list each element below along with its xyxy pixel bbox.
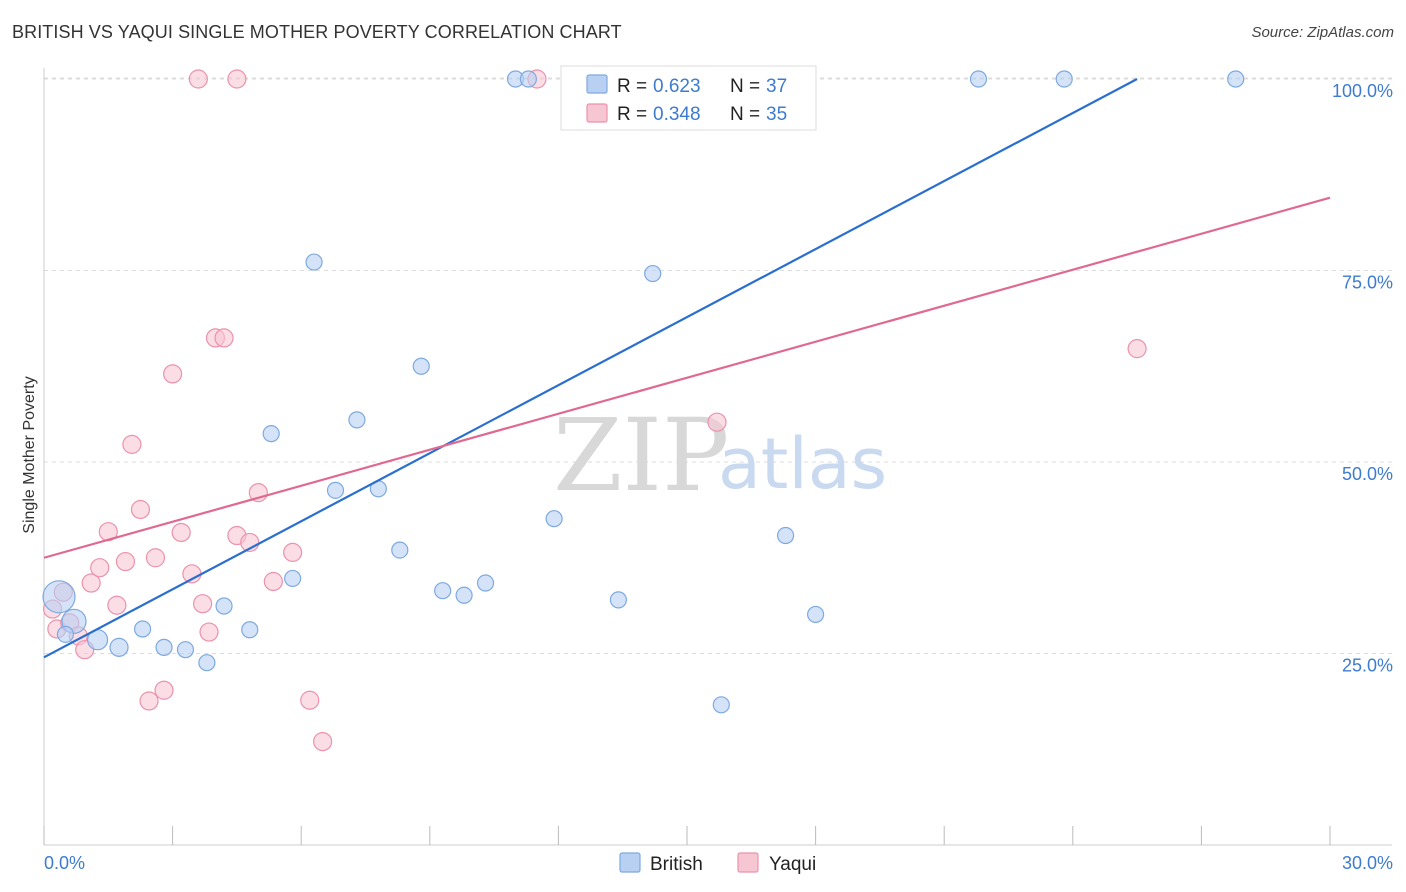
yaqui-point <box>107 595 127 615</box>
bottom-legend-yaqui-label: Yaqui <box>769 854 816 875</box>
yaqui-point <box>90 558 110 578</box>
y-tick-label: 25.0% <box>1342 656 1393 676</box>
yaqui-point <box>300 690 320 710</box>
legend-british-n-value: 37 <box>766 76 787 97</box>
british-point <box>412 357 430 375</box>
yaqui-point <box>154 680 174 700</box>
yaqui-point <box>1127 339 1147 359</box>
bottom-legend-british-label: British <box>650 854 703 875</box>
source-label: Source: ZipAtlas.com <box>1251 24 1394 41</box>
yaqui-point <box>163 364 183 384</box>
british-point <box>326 481 345 499</box>
tick-labels: 25.0% 50.0% 75.0% 100.0% 0.0% 30.0% <box>44 81 1393 873</box>
british-point <box>519 70 537 88</box>
x-tick-label-min: 0.0% <box>44 853 85 873</box>
axes <box>43 68 1392 846</box>
yaqui-point <box>214 328 234 348</box>
legend-yaqui-swatch <box>586 103 608 123</box>
yaqui-point <box>188 69 208 89</box>
yaqui-point <box>122 434 142 454</box>
yaqui-point <box>171 522 191 543</box>
legend-yaqui-r-label: R = <box>617 104 647 125</box>
x-tick-label-max: 30.0% <box>1342 853 1393 873</box>
correlation-legend: R = 0.623 N = 37 R = 0.348 N = 35 <box>560 65 817 131</box>
yaqui-point <box>193 594 213 614</box>
british-point <box>545 510 563 528</box>
y-tick-label: 100.0% <box>1332 81 1393 101</box>
british-point <box>155 638 173 656</box>
bottom-legend-yaqui-swatch <box>737 852 759 873</box>
british-point <box>262 425 280 443</box>
british-point <box>434 582 452 600</box>
british-point <box>215 597 233 615</box>
yaqui-point <box>227 69 247 89</box>
british-point <box>969 70 988 88</box>
legend-british-r-value: 0.623 <box>653 76 701 97</box>
legend-british-r-label: R = <box>617 76 647 97</box>
british-point <box>806 605 825 624</box>
british-points <box>42 70 1245 714</box>
british-point <box>284 569 302 588</box>
yaqui-point <box>115 551 136 572</box>
british-point <box>133 620 152 638</box>
legend-british-n-label: N = <box>730 76 760 97</box>
trend-lines <box>43 78 1331 659</box>
british-point <box>42 580 76 614</box>
british-point <box>241 621 259 639</box>
watermark: ZIP atlas <box>553 397 887 514</box>
yaqui-point <box>199 622 219 642</box>
chart-title: BRITISH VS YAQUI SINGLE MOTHER POVERTY C… <box>12 22 622 42</box>
legend-yaqui-n-value: 35 <box>766 104 787 125</box>
yaqui-point <box>145 548 166 568</box>
legend-yaqui-n-label: N = <box>730 104 760 125</box>
british-point <box>109 637 129 657</box>
yaqui-point <box>283 542 303 562</box>
british-point <box>476 574 495 592</box>
british-point <box>712 696 730 714</box>
bottom-legend-british-swatch <box>619 852 641 873</box>
british-point <box>609 591 628 609</box>
y-tick-label: 50.0% <box>1342 464 1393 484</box>
british-point <box>455 586 473 604</box>
yaqui-point <box>130 499 151 520</box>
british-point <box>348 411 366 429</box>
british-point <box>56 625 75 643</box>
series-legend: British Yaqui <box>619 852 816 875</box>
yaqui-point <box>81 573 101 593</box>
legend-british-swatch <box>586 74 608 94</box>
yaqui-trend-line <box>43 196 1331 559</box>
yaqui-point <box>263 571 283 592</box>
british-point <box>776 526 795 545</box>
yaqui-point <box>707 412 727 432</box>
british-point <box>176 641 195 659</box>
y-axis-label: Single Mother Poverty <box>21 376 38 533</box>
british-trend-line <box>43 78 1138 659</box>
grid-lines <box>44 77 1392 654</box>
yaqui-point <box>313 731 333 752</box>
legend-yaqui-r-value: 0.348 <box>653 104 701 125</box>
british-point <box>644 264 662 283</box>
british-point <box>391 541 409 559</box>
british-point <box>1055 70 1073 88</box>
watermark-zip: ZIP <box>553 397 729 514</box>
british-point <box>198 654 216 672</box>
watermark-atlas: atlas <box>718 423 887 505</box>
yaqui-point <box>139 691 159 711</box>
y-tick-label: 75.0% <box>1342 273 1393 293</box>
british-point <box>305 253 323 271</box>
british-point <box>1227 70 1245 88</box>
